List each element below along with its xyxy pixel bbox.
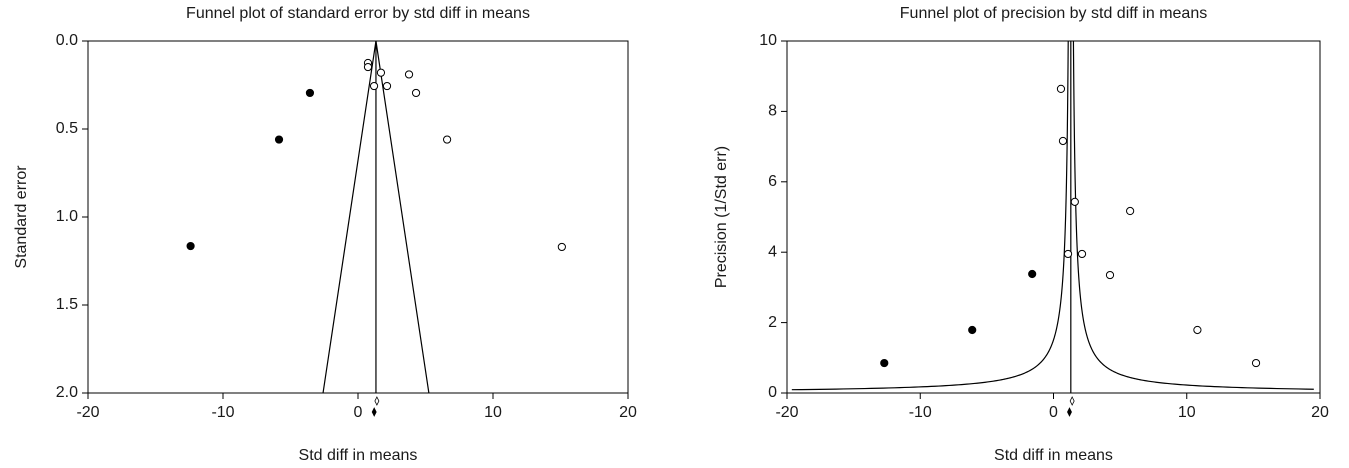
funnel-limit [791, 40, 1069, 391]
y-tick-label: 1.0 [56, 208, 78, 225]
y-tick-label: 8 [768, 103, 777, 120]
x-tick-label: -20 [775, 404, 798, 421]
study-point [1105, 270, 1115, 280]
x-tick-label: 20 [1311, 404, 1329, 421]
y-tick-label: 6 [768, 173, 777, 190]
chart-title: Funnel plot of precision by std diff in … [900, 5, 1207, 22]
study-point [1028, 269, 1037, 279]
summary-diamond [374, 396, 380, 406]
study-point [369, 81, 379, 91]
study-point [382, 81, 392, 91]
x-tick-label: -10 [211, 404, 234, 421]
study-point [305, 88, 315, 98]
x-tick-label: 0 [1049, 404, 1058, 421]
x-axis-label: Std diff in means [994, 447, 1113, 464]
study-point [1193, 325, 1202, 335]
y-axis-label: Precision (1/Std err) [713, 146, 730, 288]
y-tick-label: 0.5 [56, 120, 78, 137]
y-tick-label: 2.0 [56, 384, 78, 401]
summary-diamond [1067, 407, 1072, 417]
study-point [557, 242, 566, 252]
y-tick-label: 1.5 [56, 296, 78, 313]
study-point [274, 135, 284, 144]
x-tick-label: 0 [354, 404, 363, 421]
x-tick-label: 20 [619, 404, 637, 421]
study-point [968, 325, 977, 335]
chart-title: Funnel plot of standard error by std dif… [186, 5, 530, 22]
x-tick-label: -10 [909, 404, 932, 421]
y-axis-label: Standard error [13, 165, 30, 269]
study-point [1070, 197, 1079, 206]
summary-diamond [1069, 396, 1075, 406]
study-point [1058, 136, 1068, 146]
study-point [376, 68, 386, 77]
study-point [186, 241, 195, 251]
study-point [1056, 84, 1066, 93]
y-tick-label: 2 [768, 314, 777, 331]
study-point [363, 62, 373, 72]
study-point [1063, 249, 1073, 259]
study-point [1077, 249, 1087, 259]
study-point [880, 358, 889, 368]
summary-diamond [371, 407, 377, 417]
study-point [404, 70, 414, 79]
y-tick-label: 0.0 [56, 32, 78, 49]
funnel-limit [322, 40, 430, 394]
x-tick-label: -20 [76, 404, 99, 421]
funnel-limit [1072, 40, 1314, 390]
x-tick-label: 10 [1178, 404, 1196, 421]
plot-frame [87, 40, 629, 394]
study-point [1126, 206, 1135, 216]
study-point [411, 88, 421, 98]
study-point [443, 135, 452, 144]
y-tick-label: 10 [759, 32, 777, 49]
x-tick-label: 10 [484, 404, 502, 421]
x-axis-label: Std diff in means [299, 447, 418, 464]
y-tick-label: 4 [768, 243, 777, 260]
study-point [1251, 358, 1261, 368]
y-tick-label: 0 [768, 384, 777, 401]
